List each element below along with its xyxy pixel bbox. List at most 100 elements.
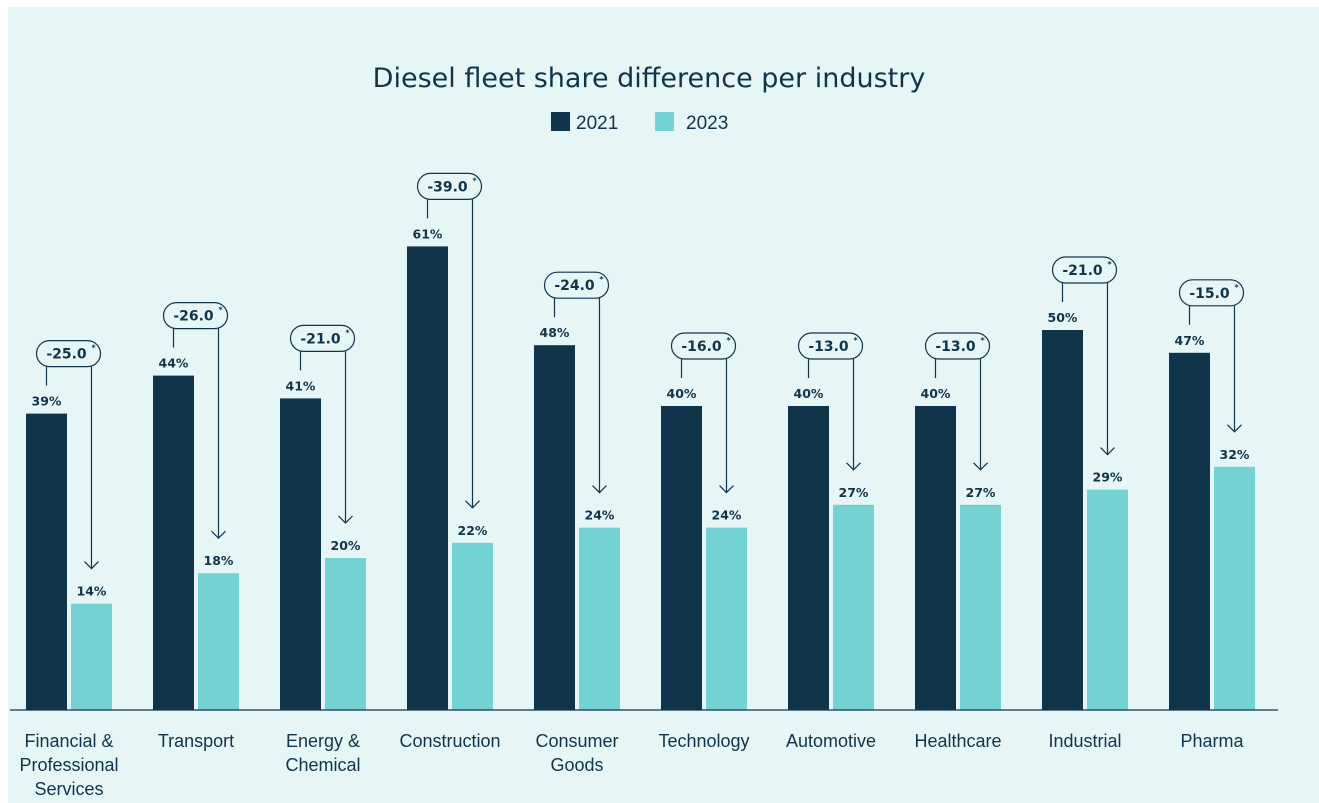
legend: 2021 2023	[551, 112, 728, 134]
difference-arrow-head	[84, 561, 99, 570]
value-label-2021: 40%	[921, 386, 951, 401]
bar-2021	[534, 345, 575, 710]
difference-arrow-head	[1100, 447, 1115, 456]
difference-label: -24.0	[554, 278, 595, 294]
difference-marker: *	[92, 344, 97, 353]
value-label-2021: 61%	[413, 226, 443, 241]
value-label-2023: 14%	[77, 584, 107, 599]
difference-pill	[35, 340, 102, 368]
difference-pill	[416, 172, 483, 200]
legend-swatch-2023	[655, 112, 674, 131]
bar-2021	[1042, 330, 1083, 710]
x-axis-labels: Financial & Professional Services Transport…	[19, 731, 1244, 799]
category-label: Energy & Chemical	[285, 731, 360, 775]
bar-2023	[706, 527, 747, 710]
difference-pill	[162, 302, 229, 330]
difference-arrow-head	[1227, 424, 1242, 433]
difference-marker: *	[854, 336, 859, 345]
bar-2021	[1169, 352, 1210, 710]
category-label: Transport	[158, 731, 234, 751]
value-label-2023: 22%	[458, 523, 488, 538]
difference-label: -25.0	[46, 347, 87, 363]
difference-annotations: -25.0 * -26.0 * -21.0 * -39.0 * -24.0 * -16.0 * -13.…	[35, 172, 1245, 570]
difference-pill	[1178, 279, 1245, 307]
difference-label: -21.0	[1062, 263, 1103, 279]
bar-2023	[198, 573, 239, 710]
bar-2021	[280, 398, 321, 710]
difference-label: -39.0	[427, 179, 468, 195]
value-label-2021: 50%	[1048, 310, 1078, 325]
difference-label: -15.0	[1189, 286, 1230, 302]
difference-label: -26.0	[173, 309, 214, 325]
legend-label-2023: 2023	[686, 113, 728, 134]
difference-arrow-head	[846, 462, 861, 471]
chart-panel: Diesel fleet share difference per indust…	[8, 7, 1319, 803]
bar-2023	[452, 542, 493, 710]
bar-2023	[579, 527, 620, 710]
difference-arrow-head	[973, 462, 988, 471]
difference-marker: *	[1108, 260, 1113, 269]
difference-pill	[289, 324, 356, 352]
bars-group: 39% 14% 44% 18% 41% 20% 61% 22% 48% 24% 40% 24% 40% 2…	[26, 226, 1255, 710]
bar-chart: Diesel fleet share difference per indust…	[10, 63, 1278, 799]
category-label: Healthcare	[914, 731, 1001, 751]
value-label-2021: 40%	[794, 386, 824, 401]
difference-arrow-head	[465, 500, 480, 509]
bar-2023	[833, 504, 874, 710]
difference-pill	[1051, 256, 1118, 284]
difference-marker: *	[1235, 283, 1240, 292]
value-label-2023: 29%	[1093, 470, 1123, 485]
difference-marker: *	[473, 176, 478, 185]
bar-2021	[153, 375, 194, 710]
value-label-2023: 18%	[204, 553, 234, 568]
category-label: Technology	[658, 731, 749, 751]
difference-pill	[797, 332, 864, 360]
difference-arrow-head	[338, 515, 353, 524]
value-label-2023: 32%	[1220, 447, 1250, 462]
difference-pill	[543, 271, 610, 299]
category-label: Construction	[399, 731, 500, 751]
category-label: Financial & Professional Services	[19, 731, 118, 799]
value-label-2021: 44%	[159, 356, 189, 371]
value-label-2023: 24%	[712, 508, 742, 523]
bar-2023	[1087, 489, 1128, 710]
value-label-2023: 24%	[585, 508, 615, 523]
difference-label: -13.0	[935, 339, 976, 355]
difference-marker: *	[981, 336, 986, 345]
value-label-2021: 47%	[1175, 333, 1205, 348]
difference-marker: *	[219, 306, 224, 315]
difference-label: -16.0	[681, 339, 722, 355]
bar-2021	[661, 406, 702, 710]
bar-2021	[788, 406, 829, 710]
category-label: Automotive	[786, 731, 876, 751]
value-label-2021: 48%	[540, 325, 570, 340]
category-label: Pharma	[1180, 731, 1244, 751]
value-label-2021: 39%	[32, 394, 62, 409]
bar-2023	[325, 558, 366, 710]
bar-2023	[71, 603, 112, 710]
difference-marker: *	[600, 275, 605, 284]
value-label-2021: 40%	[667, 386, 697, 401]
difference-marker: *	[727, 336, 732, 345]
difference-arrow-head	[719, 485, 734, 494]
difference-label: -21.0	[300, 331, 341, 347]
bar-2021	[407, 246, 448, 710]
chart-title: Diesel fleet share difference per indust…	[373, 63, 926, 94]
legend-label-2021: 2021	[576, 113, 618, 134]
value-label-2023: 27%	[839, 485, 869, 500]
value-label-2023: 27%	[966, 485, 996, 500]
difference-arrow-head	[592, 485, 607, 494]
bar-2021	[26, 413, 67, 710]
category-label: Industrial	[1048, 731, 1121, 751]
value-label-2023: 20%	[331, 538, 361, 553]
category-label: Consumer Goods	[535, 731, 618, 775]
bar-2021	[915, 406, 956, 710]
difference-marker: *	[346, 328, 351, 337]
difference-label: -13.0	[808, 339, 849, 355]
bar-2023	[1214, 466, 1255, 710]
bar-2023	[960, 504, 1001, 710]
difference-pill	[670, 332, 737, 360]
legend-swatch-2021	[551, 112, 570, 131]
difference-pill	[924, 332, 991, 360]
value-label-2021: 41%	[286, 378, 316, 393]
